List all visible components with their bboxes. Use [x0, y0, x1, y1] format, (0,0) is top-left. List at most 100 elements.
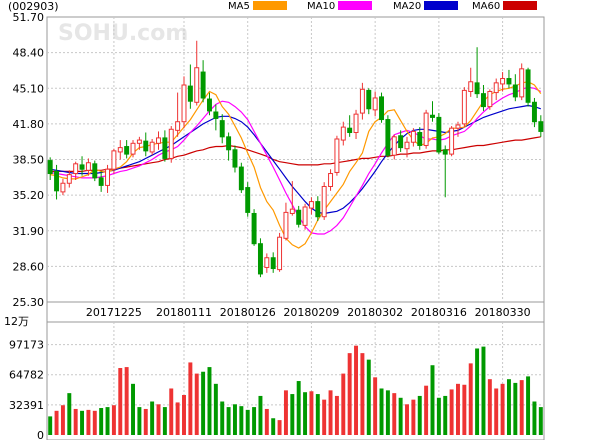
candle-body — [315, 201, 321, 218]
candlestick — [379, 92, 384, 123]
candlestick — [493, 78, 499, 101]
candle-body — [417, 132, 423, 146]
volume-bar — [105, 407, 110, 435]
candle-body — [124, 146, 130, 155]
date-tick-label: 20180209 — [283, 306, 339, 319]
candlestick — [187, 64, 193, 109]
candle-body — [92, 163, 98, 179]
candlestick — [130, 140, 136, 158]
candlestick — [270, 252, 276, 273]
volume-bar — [182, 394, 186, 435]
volume-bar — [538, 407, 543, 435]
volume-bar — [124, 367, 129, 435]
candle-body — [207, 98, 212, 112]
volume-bar — [188, 362, 193, 435]
volume-bar — [54, 410, 59, 435]
candle-body — [423, 112, 429, 146]
candle-body — [213, 111, 219, 119]
volume-bar — [443, 395, 448, 435]
candlestick — [162, 130, 168, 162]
volume-bar — [430, 365, 435, 435]
candle-body — [334, 138, 340, 173]
candle-body — [468, 81, 474, 92]
volume-tick-label: 97173 — [9, 339, 44, 352]
candlestick — [519, 63, 525, 101]
volume-bar — [405, 404, 409, 435]
volume-bar — [341, 373, 346, 435]
volume-bar — [67, 393, 72, 435]
candle-body — [283, 211, 289, 239]
volume-unit-label: 12万 — [4, 315, 29, 328]
volume-panel-frame — [46, 321, 545, 440]
candlestick — [213, 104, 219, 131]
volume-bar — [424, 385, 429, 435]
candle-body — [264, 257, 270, 268]
volume-bar — [481, 346, 486, 435]
volume-bar — [347, 353, 352, 435]
candlestick — [525, 67, 531, 107]
candlestick — [538, 115, 544, 137]
candlestick — [105, 164, 111, 193]
price-tick-label: 51.70 — [13, 11, 45, 24]
candle-body — [257, 243, 263, 275]
volume-bar — [449, 389, 454, 435]
candlestick — [232, 145, 238, 173]
candle-body — [66, 174, 72, 184]
candlestick — [85, 158, 91, 176]
candlestick — [194, 40, 200, 106]
ma10-line — [50, 86, 542, 235]
candle-body — [162, 137, 168, 159]
candlestick — [66, 170, 72, 188]
candle-body — [410, 130, 416, 143]
candlestick — [302, 203, 308, 230]
candle-body — [321, 185, 327, 218]
candlestick — [98, 171, 104, 192]
legend-ma5: MA5 — [228, 0, 287, 14]
candlestick — [47, 157, 53, 181]
candlestick — [423, 109, 429, 149]
volume-bar — [506, 379, 511, 435]
candlestick — [430, 101, 435, 122]
volume-bar — [385, 390, 390, 435]
candlestick — [404, 136, 410, 158]
candlestick — [334, 135, 340, 176]
candlestick — [308, 197, 314, 215]
volume-bar — [73, 408, 78, 435]
volume-bar — [373, 377, 378, 435]
candle-body — [54, 170, 60, 192]
candle-body — [442, 149, 448, 155]
candle-body — [436, 116, 442, 153]
candlestick — [60, 178, 66, 196]
candle-body — [353, 113, 359, 134]
volume-bar — [366, 359, 371, 435]
volume-bar — [487, 379, 492, 435]
candle-body — [359, 88, 365, 114]
volume-bar — [513, 382, 518, 435]
volume-bar — [303, 392, 308, 435]
candle-body — [296, 209, 302, 225]
candlestick — [500, 72, 506, 92]
volume-bar — [315, 394, 320, 435]
legend-ma10: MA10 — [307, 0, 373, 14]
candlestick — [143, 132, 149, 157]
volume-bar — [137, 407, 142, 435]
date-tick-label: 20180302 — [347, 306, 403, 319]
volume-bar — [213, 383, 218, 435]
candle-body — [175, 121, 181, 131]
volume-bar — [264, 408, 269, 435]
candle-body — [308, 201, 314, 209]
candle-body — [398, 135, 404, 149]
volume-bar — [290, 394, 295, 435]
candlestick — [417, 127, 423, 150]
candlestick — [296, 205, 302, 228]
volume-bar — [354, 345, 359, 435]
volume-tick-label: 32391 — [9, 399, 44, 412]
candle-body — [111, 150, 117, 170]
candlestick — [468, 67, 474, 97]
candle-body — [47, 160, 53, 175]
price-tick-label: 41.80 — [13, 118, 45, 131]
candlestick — [487, 89, 493, 110]
volume-bar — [143, 408, 148, 435]
date-tick-label: 20180330 — [475, 306, 531, 319]
